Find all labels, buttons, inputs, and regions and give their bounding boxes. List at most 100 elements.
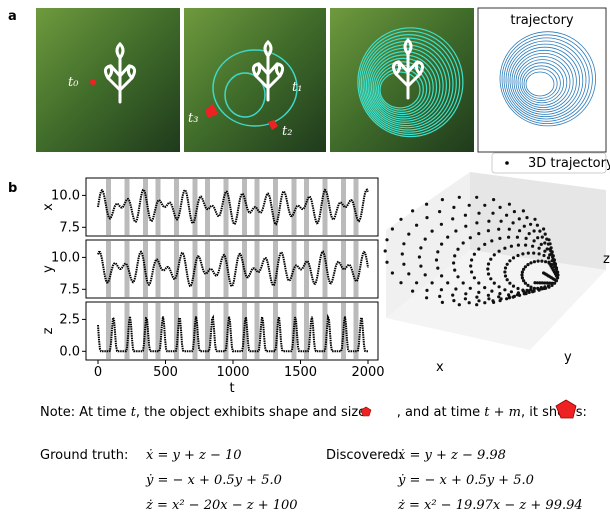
gray-band bbox=[174, 303, 179, 359]
dot bbox=[489, 257, 493, 261]
dot bbox=[434, 258, 439, 262]
trajectory-loop bbox=[517, 59, 568, 106]
axis-label: y bbox=[41, 265, 56, 273]
time-label: t₃ bbox=[188, 111, 198, 126]
dot bbox=[548, 281, 552, 285]
gray-band bbox=[124, 241, 130, 297]
axis-label: x bbox=[41, 203, 56, 211]
dot bbox=[440, 242, 444, 246]
equation: ż = x² − 19.97x − z + 99.94 bbox=[397, 498, 583, 512]
dot bbox=[526, 263, 530, 267]
dot bbox=[503, 270, 507, 274]
gray-band bbox=[205, 303, 210, 359]
dot bbox=[425, 216, 429, 220]
dot bbox=[498, 292, 502, 296]
dot bbox=[487, 219, 491, 223]
trajectory-loop bbox=[379, 71, 421, 109]
dot bbox=[550, 281, 554, 285]
gray-band bbox=[291, 179, 297, 235]
dot bbox=[475, 303, 479, 307]
time-label: t₂ bbox=[282, 124, 292, 139]
dot bbox=[539, 242, 543, 246]
frame-2 bbox=[184, 8, 326, 152]
dot bbox=[399, 217, 403, 221]
dot bbox=[523, 265, 528, 269]
dot bbox=[522, 279, 526, 283]
dot bbox=[520, 276, 525, 280]
axis-label: y bbox=[564, 350, 572, 365]
trajectory-loop bbox=[525, 71, 555, 97]
dot bbox=[536, 259, 540, 263]
dot bbox=[542, 271, 546, 275]
dot bbox=[385, 238, 389, 242]
dot bbox=[538, 229, 542, 233]
dot bbox=[492, 281, 496, 285]
dot bbox=[446, 235, 450, 239]
x-tick-label: 500 bbox=[153, 365, 178, 380]
dot bbox=[532, 229, 536, 233]
y-tick-label: 0.0 bbox=[59, 344, 80, 359]
legend: 3D trajectory bbox=[491, 152, 610, 174]
dot bbox=[468, 236, 472, 240]
equation: ẏ = − x + 0.5y + 5.0 bbox=[397, 473, 534, 488]
dot bbox=[497, 285, 501, 289]
dot bbox=[436, 250, 440, 254]
dot bbox=[470, 258, 474, 262]
dot bbox=[512, 210, 517, 214]
dot bbox=[454, 229, 458, 233]
dot bbox=[497, 227, 501, 231]
gray-band bbox=[322, 303, 328, 359]
dot bbox=[549, 249, 553, 253]
dot bbox=[477, 299, 481, 303]
dot bbox=[489, 277, 493, 281]
dot bbox=[467, 301, 471, 305]
trajectory-loop bbox=[357, 27, 464, 138]
gray-band bbox=[205, 179, 210, 235]
gray-band bbox=[242, 303, 247, 359]
series-line bbox=[97, 188, 369, 226]
dot bbox=[548, 242, 552, 246]
dot bbox=[550, 252, 554, 256]
dot bbox=[477, 232, 481, 236]
gray-band bbox=[242, 179, 247, 235]
dot bbox=[515, 235, 520, 239]
x-tick-label: 0 bbox=[94, 365, 102, 380]
dot bbox=[440, 300, 444, 304]
dot bbox=[440, 198, 444, 202]
dot bbox=[452, 299, 456, 303]
dot bbox=[430, 281, 434, 285]
dot bbox=[536, 236, 540, 240]
dot bbox=[539, 286, 543, 290]
dot bbox=[532, 239, 536, 243]
gray-band bbox=[155, 303, 161, 359]
dot bbox=[423, 237, 427, 241]
dot bbox=[527, 290, 531, 294]
trajectory-loop bbox=[505, 40, 587, 120]
dot bbox=[439, 288, 443, 292]
dot bbox=[522, 292, 526, 296]
x-tick-label: 1500 bbox=[284, 365, 317, 380]
gray-band bbox=[322, 241, 328, 297]
section-label: Ground truth: bbox=[40, 448, 128, 463]
dot bbox=[461, 241, 465, 245]
dot bbox=[419, 264, 423, 268]
dot bbox=[419, 246, 423, 250]
gray-band bbox=[106, 179, 111, 235]
dot bbox=[486, 229, 490, 233]
dot bbox=[535, 281, 540, 285]
dot bbox=[518, 229, 522, 233]
dot bbox=[390, 271, 394, 275]
dot bbox=[487, 297, 491, 301]
gray-band bbox=[223, 179, 229, 235]
gray-band bbox=[273, 303, 278, 359]
trajectory-loop bbox=[359, 30, 461, 136]
dot bbox=[537, 246, 541, 250]
equation: ẋ = y + z − 10 bbox=[146, 448, 242, 463]
dot bbox=[477, 290, 481, 294]
trajectory-loop bbox=[372, 57, 434, 118]
y-tick-label: 2.5 bbox=[59, 312, 80, 327]
dot bbox=[547, 238, 551, 242]
gray-band bbox=[341, 303, 346, 359]
